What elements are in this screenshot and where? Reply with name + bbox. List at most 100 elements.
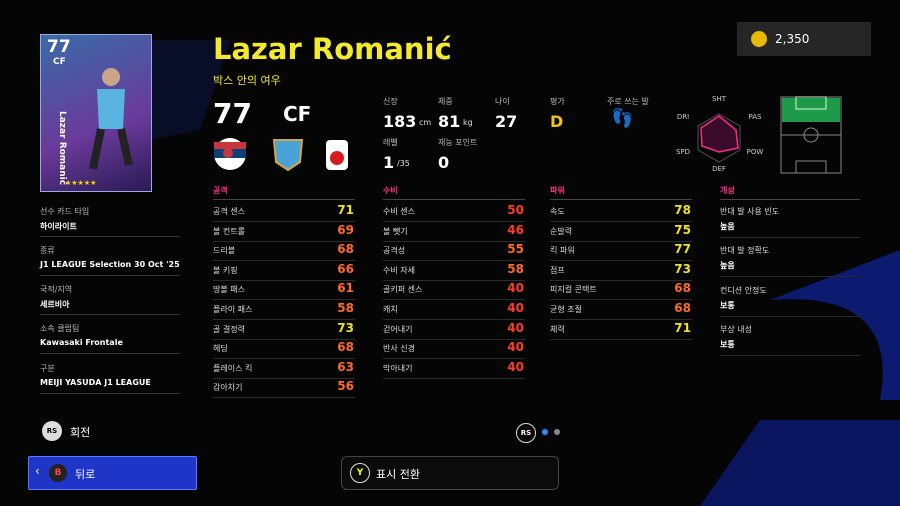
stat-value: 73 xyxy=(674,261,691,276)
stat-value: 68 xyxy=(674,281,691,296)
profile-label: 국적/지역 xyxy=(40,285,73,294)
stat-label: 수비 센스 xyxy=(383,207,415,216)
divider xyxy=(550,319,692,320)
stat-value: 69 xyxy=(337,222,354,237)
info-unit: kg xyxy=(463,118,473,127)
trait-label: 컨디션 안정도 xyxy=(720,285,767,295)
card-rating: 77 xyxy=(47,37,71,57)
divider xyxy=(383,199,525,200)
divider xyxy=(720,354,860,356)
divider xyxy=(40,236,180,237)
info-value: 27 xyxy=(495,112,518,131)
divider xyxy=(213,199,355,200)
trait-value: 높음 xyxy=(720,222,735,231)
profile-label: 종류 xyxy=(40,246,55,255)
stat-value: 63 xyxy=(337,359,354,374)
b-icon: B xyxy=(49,464,67,482)
stat-value: 50 xyxy=(507,203,524,217)
divider xyxy=(383,338,525,340)
coin-value: 2,350 xyxy=(775,32,810,46)
stat-value: 68 xyxy=(337,340,354,355)
profile-value: 하이라이트 xyxy=(40,222,77,231)
divider xyxy=(720,276,860,278)
stat-label: 걷어내기 xyxy=(383,324,413,334)
stat-value: 40 xyxy=(507,301,524,315)
profile-value: Kawasaki Frontale xyxy=(40,338,123,347)
divider xyxy=(550,338,692,340)
stat-value: 58 xyxy=(337,301,354,315)
stat-label: 감아차기 xyxy=(213,383,243,393)
divider xyxy=(213,377,355,379)
stat-value: 75 xyxy=(674,222,691,237)
radar-label: SPD xyxy=(676,148,690,156)
stat-value: 55 xyxy=(507,242,524,257)
stat-label: 순발력 xyxy=(550,226,573,236)
divider xyxy=(40,314,180,315)
info-label: 신장 xyxy=(383,97,398,106)
radar-label: DEF xyxy=(712,165,726,173)
page-dot[interactable] xyxy=(554,429,560,435)
rotate-label[interactable]: 회전 xyxy=(70,426,91,439)
stat-value: 40 xyxy=(507,320,524,335)
card-name: Lazar Romanić xyxy=(57,111,67,186)
info-label: 체중 xyxy=(438,97,453,106)
divider xyxy=(550,299,692,301)
divider xyxy=(40,353,180,354)
divider xyxy=(213,299,355,301)
divider xyxy=(213,221,355,222)
info-label: 주로 쓰는 발 xyxy=(607,97,649,106)
stat-value: 61 xyxy=(337,281,354,296)
divider xyxy=(550,260,692,262)
radar-label: DRI xyxy=(677,113,689,121)
divider xyxy=(550,279,692,281)
divider xyxy=(213,338,355,340)
coin-box: 2,350 xyxy=(737,22,871,56)
divider xyxy=(383,221,525,222)
stat-label: 체력 xyxy=(550,324,565,334)
stat-header: 공격 xyxy=(213,186,228,195)
back-button[interactable]: ‹ B 뒤로 xyxy=(28,456,197,490)
stat-value: 40 xyxy=(507,340,524,355)
stat-label: 볼 뺏기 xyxy=(383,226,408,236)
info-value: D xyxy=(550,112,564,131)
profile-value: MEIJI YASUDA J1 LEAGUE xyxy=(40,378,151,387)
page-dot-active[interactable] xyxy=(542,429,548,435)
info-label: 재능 포인트 xyxy=(438,138,478,147)
pitch-map xyxy=(780,96,842,174)
toggle-button[interactable]: Y 표시 전환 xyxy=(341,456,559,490)
stat-value: 71 xyxy=(337,203,354,217)
divider xyxy=(550,199,692,200)
back-arrow: ‹ xyxy=(35,464,40,478)
divider xyxy=(550,240,692,242)
stat-label: 막아내기 xyxy=(383,363,413,373)
info-value: 183 xyxy=(383,112,417,131)
stat-label: 공격 센스 xyxy=(213,207,245,216)
card-position: CF xyxy=(53,57,66,67)
divider xyxy=(383,279,525,281)
trait-value: 높음 xyxy=(720,261,735,271)
divider xyxy=(720,315,860,317)
divider xyxy=(383,319,525,320)
stat-value: 40 xyxy=(507,359,524,374)
stat-value: 78 xyxy=(674,203,691,217)
stat-value: 73 xyxy=(337,320,354,335)
foot-icon: 👣 xyxy=(611,108,634,129)
stat-label: 볼 키핑 xyxy=(213,265,238,275)
radar-label: PAS xyxy=(748,113,762,121)
stat-label: 킥 파워 xyxy=(550,246,575,256)
info-label: 나이 xyxy=(495,97,510,106)
divider xyxy=(213,358,355,360)
stat-label: 수비 자세 xyxy=(383,265,415,275)
radar-label: POW xyxy=(747,148,764,156)
traits-header: 개성 xyxy=(720,186,735,195)
position: CF xyxy=(283,102,312,126)
trait-label: 반대 발 사용 빈도 xyxy=(720,207,780,216)
stat-header: 파워 xyxy=(550,186,565,195)
divider xyxy=(213,397,355,399)
stat-label: 땅볼 패스 xyxy=(213,285,245,295)
player-silhouette xyxy=(89,68,133,170)
nickname: 박스 안의 여우 xyxy=(213,74,281,87)
divider xyxy=(383,358,525,360)
divider xyxy=(40,393,180,394)
